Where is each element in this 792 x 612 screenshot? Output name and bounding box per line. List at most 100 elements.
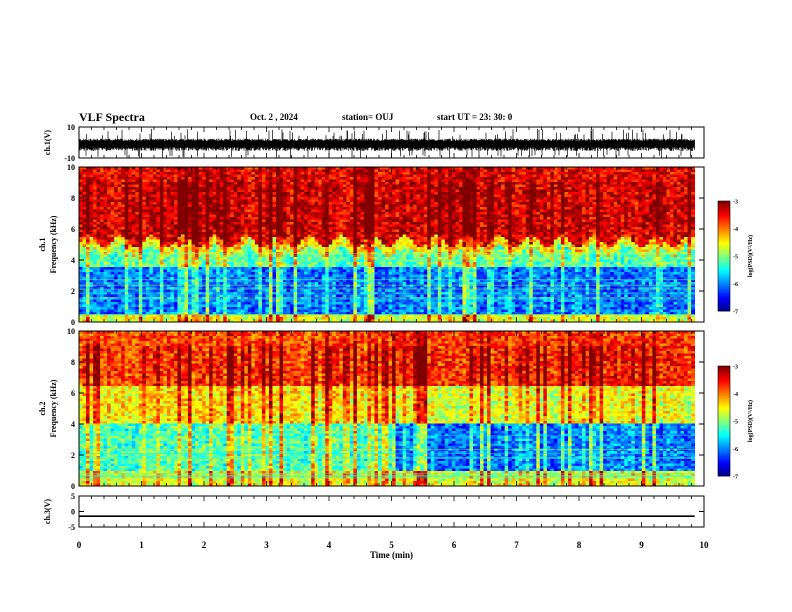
spectrogram-cell [90,287,94,290]
spectrogram-cell [220,225,224,228]
spectrogram-cell [304,247,308,250]
spectrogram-cell [255,297,259,300]
spectrogram-cell [142,180,146,183]
spectrogram-cell [287,292,291,295]
spectrogram-cell [167,237,171,240]
spectrogram-cell [251,282,255,285]
spectrogram-cell [258,177,262,180]
spectrogram-cell [251,220,255,223]
spectrogram-cell [258,170,262,173]
spectrogram-cell [287,207,291,210]
spectrogram-cell [181,200,185,203]
spectrogram-cell [174,195,178,198]
spectrogram-cell [311,205,315,208]
spectrogram-cell [216,247,220,250]
spectrogram-cell [156,290,160,293]
spectrogram-cell [325,245,329,248]
spectrogram-cell [315,230,319,233]
spectrogram-cell [135,210,139,213]
spectrogram-cell [336,232,340,235]
spectrogram-cell [132,310,136,313]
spectrogram-cell [153,310,157,313]
spectrogram-cell [248,237,252,240]
spectrogram-cell [174,210,178,213]
spectrogram-cell [258,315,262,318]
spectrogram-cell [153,190,157,193]
spectrogram-cell [283,235,287,238]
spectrogram-cell [118,307,122,310]
spectrogram-cell [135,295,139,298]
spectrogram-cell [280,305,284,308]
spectrogram-cell [237,212,241,215]
spectrogram-cell [237,310,241,313]
spectrogram-cell [142,270,146,273]
spectrogram-cell [174,232,178,235]
spectrogram-cell [283,197,287,200]
spectrogram-cell [178,245,182,248]
spectrogram-cell [93,185,97,188]
spectrogram-cell [287,242,291,245]
spectrogram-cell [311,197,315,200]
spectrogram-cell [174,227,178,230]
spectrogram-cell [192,265,196,268]
spectrogram-cell [234,195,238,198]
spectrogram-cell [276,192,280,195]
spectrogram-cell [142,190,146,193]
spectrogram-cell [325,210,329,213]
spectrogram-cell [297,310,301,313]
spectrogram-cell [125,257,129,260]
spectrogram-cell [269,265,273,268]
spectrogram-cell [128,297,132,300]
spectrogram-cell [294,262,298,265]
spectrogram-cell [118,310,122,313]
spectrogram-cell [262,240,266,243]
spectrogram-cell [318,282,322,285]
spectrogram-cell [251,265,255,268]
spectrogram-cell [209,182,213,185]
spectrogram-cell [308,307,312,310]
spectrogram-cell [163,250,167,253]
spectrogram-cell [128,195,132,198]
spectrogram-cell [269,240,273,243]
spectrogram-cell [318,305,322,308]
spectrogram-cell [265,305,269,308]
spectrogram-cell [167,177,171,180]
spectrogram-cell [181,265,185,268]
spectrogram-cell [121,202,125,205]
spectrogram-cell [156,257,160,260]
spectrogram-cell [244,187,248,190]
spectrogram-cell [90,212,94,215]
spectrogram-cell [79,175,83,178]
spectrogram-cell [149,287,153,290]
spectrogram-cell [304,287,308,290]
spectrogram-cell [93,292,97,295]
spectrogram-cell [318,217,322,220]
spectrogram-cell [287,277,291,280]
spectrogram-cell [336,275,340,278]
spectrogram-cell [343,215,347,218]
spectrogram-cell [315,250,319,253]
spectrogram-cell [329,190,333,193]
spectrogram-cell [332,212,336,215]
spectrogram-cell [353,237,357,240]
spectrogram-cell [149,272,153,275]
spectrogram-cell [234,270,238,273]
spectrogram-cell [311,170,315,173]
spectrogram-cell [227,220,231,223]
spectrogram-cell [209,317,213,320]
spectrogram-cell [195,210,199,213]
spectrogram-cell [308,317,312,320]
spectrogram-cell [276,302,280,305]
spectrogram-cell [304,195,308,198]
spectrogram-cell [336,187,340,190]
spectrogram-cell [290,195,294,198]
spectrogram-cell [353,257,357,260]
spectrogram-cell [142,175,146,178]
spectrogram-cell [346,175,350,178]
spectrogram-cell [86,305,90,308]
spectrogram-cell [329,212,333,215]
spectrogram-cell [230,240,234,243]
spectrogram-cell [350,310,354,313]
spectrogram-cell [297,295,301,298]
spectrogram-cell [185,182,189,185]
